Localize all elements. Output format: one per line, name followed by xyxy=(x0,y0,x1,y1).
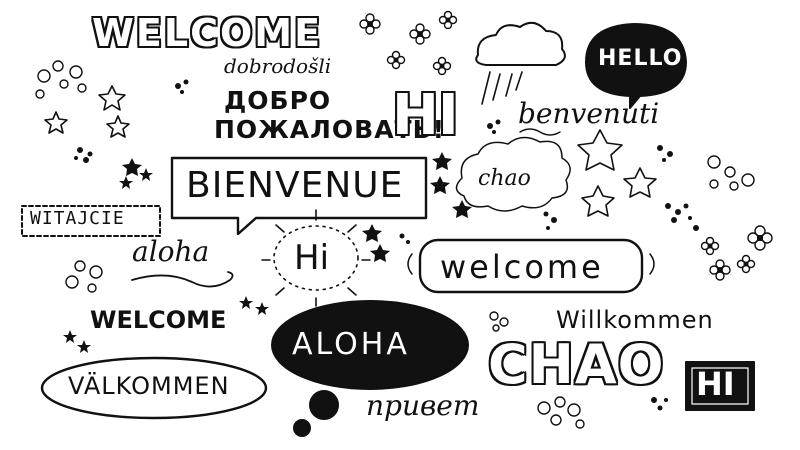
willkommen-text: Willkommen xyxy=(556,306,714,334)
hello-bubble-text: HELLO xyxy=(598,46,683,71)
witajcie-dashed-frame xyxy=(21,205,161,237)
welcome-pill-frame xyxy=(418,238,644,294)
flower-icons xyxy=(359,10,773,281)
welcome-outline-heading: WELCOME xyxy=(92,11,323,55)
dobrodosli-script-text: dobrodošli xyxy=(224,54,332,78)
star-icons xyxy=(44,85,657,217)
hi-box-frame xyxy=(685,361,755,411)
welcome-pill-text: welcome xyxy=(440,248,604,286)
aloha-swirl xyxy=(131,271,234,288)
bienvenue-box-text: BIENVENUE xyxy=(186,165,404,206)
chao-cloud-frame xyxy=(455,136,571,212)
sun-rays-decoration xyxy=(261,209,371,307)
aloha-dark-bubble xyxy=(271,300,469,390)
witajcie-box-text: WITAJCIE xyxy=(30,208,125,229)
aloha-bubble-text: ALOHA xyxy=(292,327,410,362)
bienvenue-speech-box xyxy=(170,156,428,236)
cloud-icon xyxy=(475,21,566,66)
valkommen-text: VÄLKOMMEN xyxy=(68,372,230,400)
hi-sun-text: Hi xyxy=(294,238,330,278)
pozhalovat-line: ПОЖАЛОВАТЬ! xyxy=(214,115,446,144)
chao-outline-text: CHAO xyxy=(488,333,665,396)
dobro-pozhalovat-text: ДОБРО ПОЖАЛОВАТЬ! xyxy=(214,88,445,142)
hi-box-text: HI xyxy=(696,365,735,403)
ink-dot-clusters xyxy=(74,79,699,411)
hi-block-letters: HI xyxy=(392,83,459,148)
dobro-line: ДОБРО xyxy=(224,86,332,115)
rain-icon xyxy=(481,71,523,105)
benvenuti-script-text: benvenuti xyxy=(518,97,660,130)
bubble-clusters xyxy=(35,60,755,429)
aloha-script-text: aloha xyxy=(132,235,210,268)
hello-speech-bubble xyxy=(585,23,687,109)
chao-cloud-text: chao xyxy=(478,166,531,191)
welcome-bold-text: WELCOME xyxy=(90,306,227,334)
privet-script-text: привет xyxy=(366,389,480,422)
valkommen-ellipse-frame xyxy=(40,356,268,420)
black-star-icons xyxy=(63,152,472,353)
